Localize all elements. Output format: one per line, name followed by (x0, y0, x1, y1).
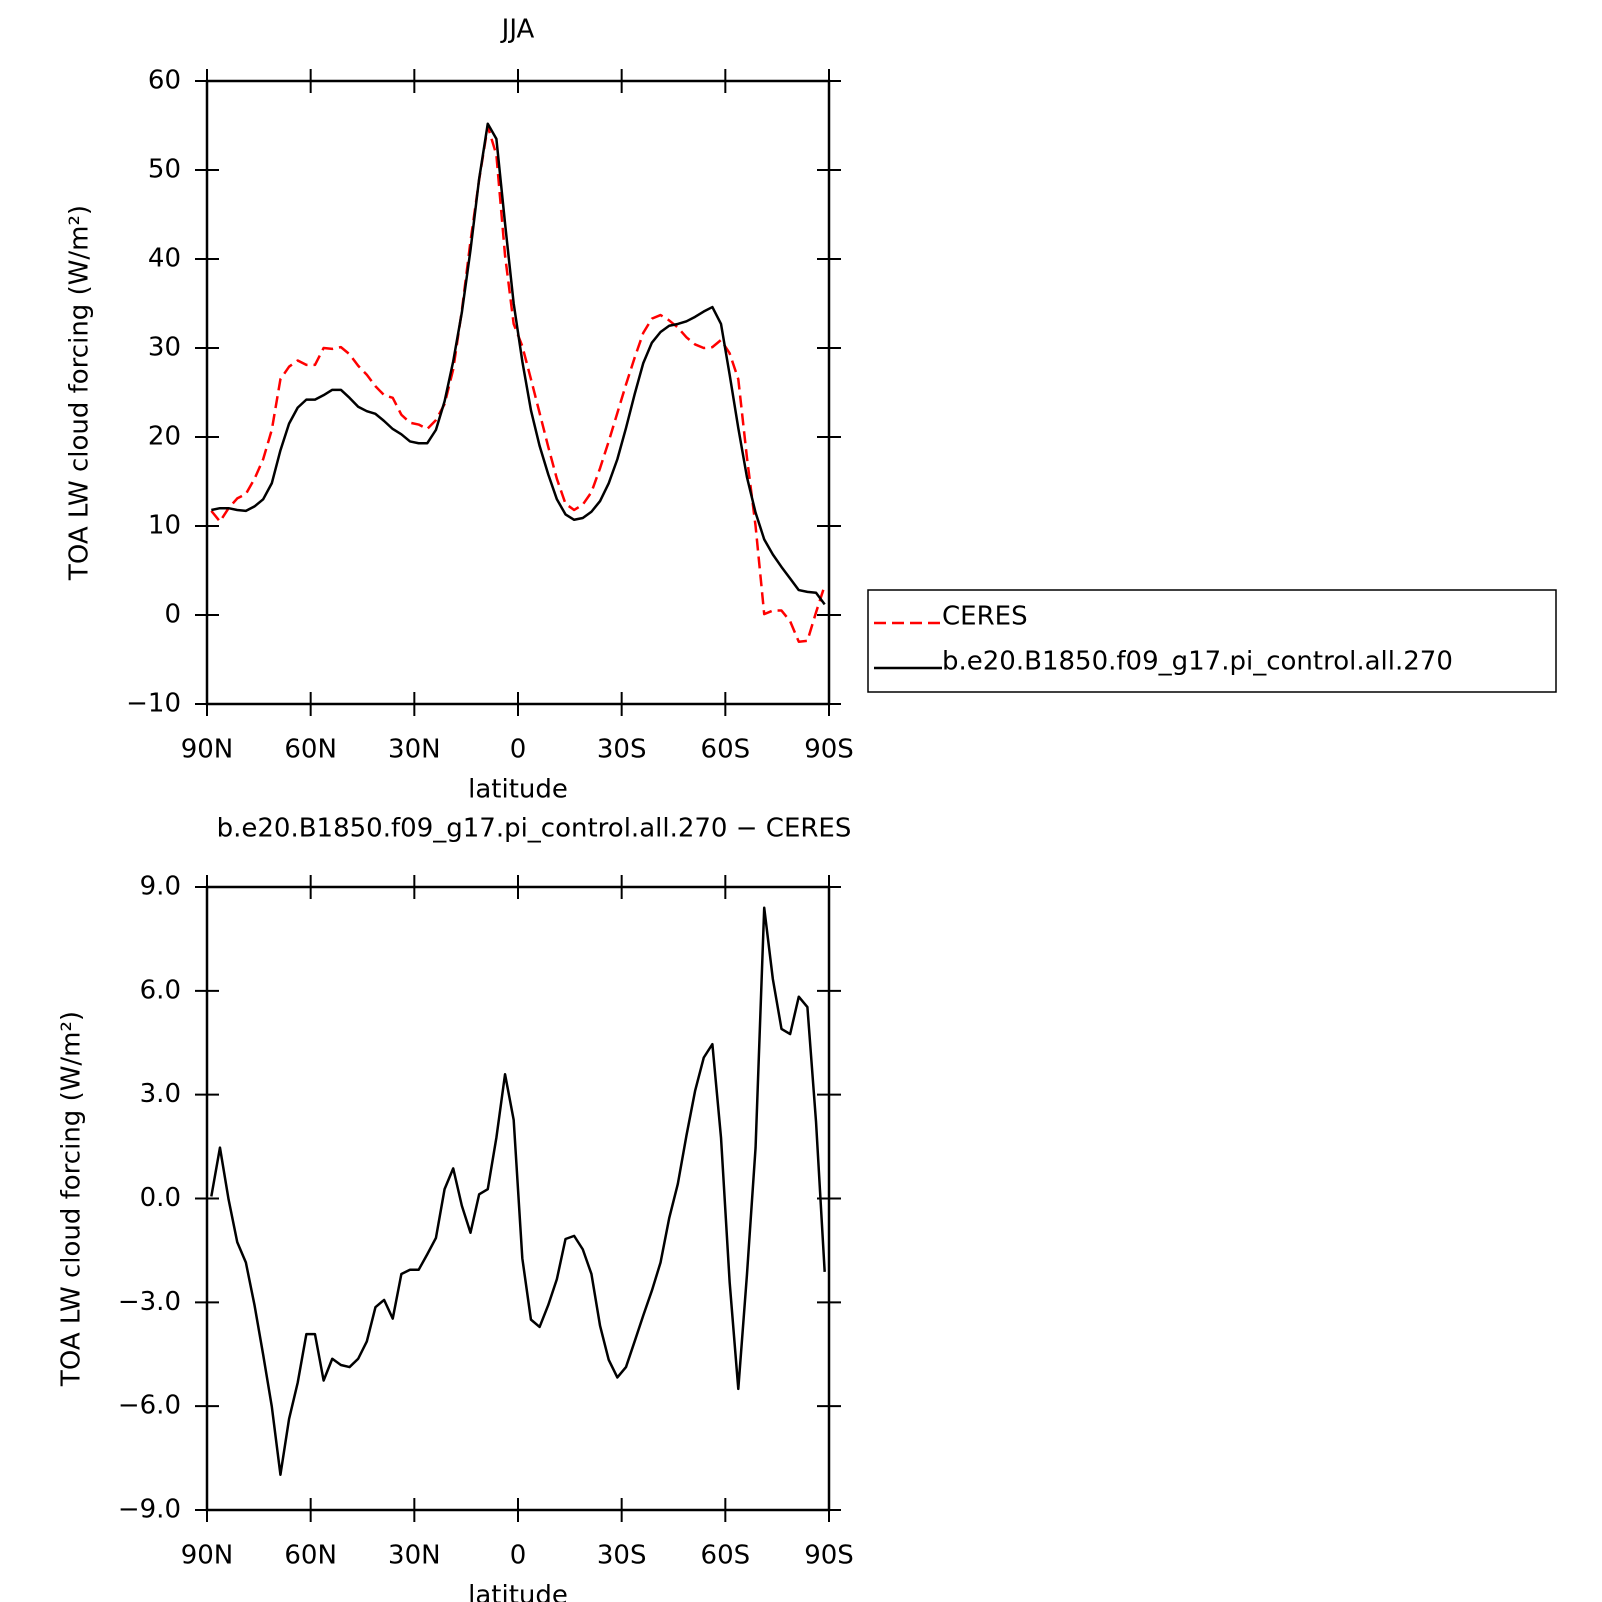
legend: CERES b.e20.B1850.f09_g17.pi_control.all.… (867, 589, 1557, 693)
legend-label: b.e20.B1850.f09_g17.pi_control.all.270 (942, 647, 1453, 677)
x-tick-label: 90N (181, 735, 234, 765)
x-tick-label: 30S (597, 735, 647, 765)
data-line (210, 906, 826, 1476)
x-axis-label: latitude (468, 775, 568, 805)
y-tick-label: 40 (148, 244, 181, 274)
legend-label: CERES (942, 602, 1028, 632)
chart-title: JJA (500, 15, 535, 45)
y-tick-label: 20 (148, 422, 181, 452)
data-line (210, 125, 826, 643)
x-tick-label: 0 (510, 735, 527, 765)
x-tick-label: 0 (510, 1541, 527, 1571)
y-tick-label: −9.0 (118, 1495, 181, 1525)
y-tick-label: −3.0 (118, 1287, 181, 1317)
y-tick-label: −10 (126, 689, 181, 719)
y-tick-label: 10 (148, 511, 181, 541)
y-tick-label: 0 (164, 600, 181, 630)
y-tick-label: 30 (148, 333, 181, 363)
y-tick-label: 3.0 (140, 1079, 181, 1109)
x-tick-label: 30S (597, 1541, 647, 1571)
x-tick-label: 30N (388, 1541, 441, 1571)
x-tick-label: 90S (804, 1541, 854, 1571)
x-tick-label: 60N (284, 735, 337, 765)
y-axis-label: TOA LW cloud forcing (W/m²) (57, 1011, 87, 1387)
x-tick-label: 60S (701, 735, 751, 765)
y-tick-label: 6.0 (140, 975, 181, 1005)
x-tick-label: 60N (284, 1541, 337, 1571)
x-tick-label: 30N (388, 735, 441, 765)
y-tick-label: −6.0 (118, 1391, 181, 1421)
y-tick-label: 60 (148, 66, 181, 96)
data-line (211, 122, 826, 606)
y-tick-label: 50 (148, 155, 181, 185)
y-axis-label: TOA LW cloud forcing (W/m²) (65, 205, 95, 581)
x-tick-label: 90S (804, 735, 854, 765)
legend-frame (867, 589, 1557, 693)
x-axis-label: latitude (468, 1581, 568, 1602)
chart-title: b.e20.B1850.f09_g17.pi_control.all.270 −… (217, 814, 852, 844)
x-tick-label: 90N (181, 1541, 234, 1571)
plot-frame (205, 79, 831, 706)
y-tick-label: 9.0 (140, 872, 181, 902)
y-tick-label: 0.0 (140, 1183, 181, 1213)
x-tick-label: 60S (701, 1541, 751, 1571)
